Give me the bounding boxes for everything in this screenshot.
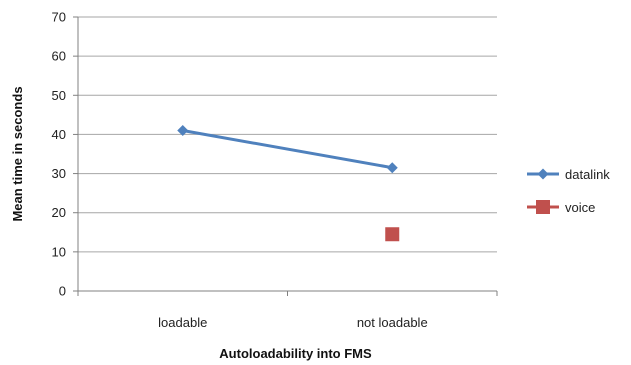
series-voice <box>385 227 400 242</box>
legend-item-voice: voice <box>527 200 595 215</box>
data-point <box>177 125 189 137</box>
y-tick-label: 20 <box>52 205 66 220</box>
legend-marker <box>537 168 549 180</box>
y-tick-label: 30 <box>52 166 66 181</box>
plot-area <box>177 125 400 242</box>
y-axis-ticks: 0 10 20 30 40 50 60 70 <box>52 10 78 299</box>
x-axis-ticks: loadable not loadable <box>77 291 498 330</box>
y-axis-title: Mean time in seconds <box>10 86 25 221</box>
series-datalink <box>177 125 398 174</box>
legend-label: datalink <box>565 167 610 182</box>
legend-marker <box>536 200 550 214</box>
x-tick-label: not loadable <box>357 315 428 330</box>
series-line <box>182 129 393 170</box>
x-tick-label: loadable <box>158 315 207 330</box>
data-point <box>386 162 398 174</box>
axes <box>77 17 497 292</box>
y-tick-label: 0 <box>59 284 66 299</box>
legend-label: voice <box>565 200 595 215</box>
y-tick-label: 60 <box>52 49 66 64</box>
data-point <box>385 227 400 242</box>
y-tick-label: 10 <box>52 244 66 259</box>
y-tick-label: 70 <box>52 10 66 25</box>
y-tick-label: 40 <box>52 127 66 142</box>
legend: datalink voice <box>527 167 610 215</box>
x-axis-title: Autoloadability into FMS <box>219 346 372 361</box>
gridlines <box>78 16 497 253</box>
legend-item-datalink: datalink <box>527 167 610 182</box>
y-tick-label: 50 <box>52 88 66 103</box>
